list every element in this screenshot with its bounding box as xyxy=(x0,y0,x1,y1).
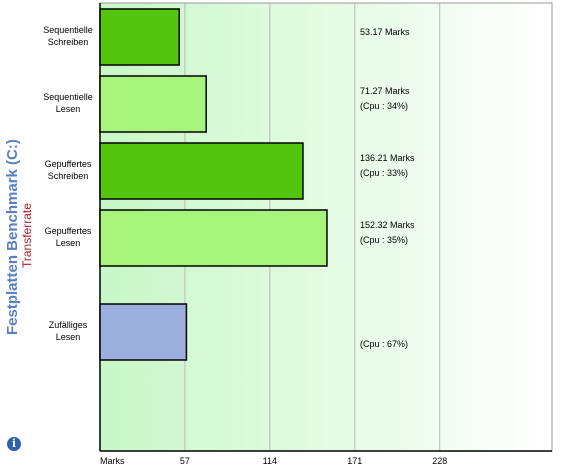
value-label: 136.21 Marks (Cpu : 33%) xyxy=(360,153,415,178)
x-tick-label: 228 xyxy=(432,456,447,466)
x-tick-label: 57 xyxy=(180,456,190,466)
bar xyxy=(99,75,207,133)
category-label: Gepuffertes Schreiben xyxy=(45,159,92,181)
category-labels: Sequentielle Schreiben Sequentielle Lesen Ge… xyxy=(43,25,93,342)
category-label: Zufälliges Lesen xyxy=(49,320,88,342)
value-label: 71.27 Marks (Cpu : 34%) xyxy=(360,86,410,111)
value-label: 152.32 Marks (Cpu : 35%) xyxy=(360,220,415,245)
bar xyxy=(99,303,188,361)
x-tick-label: 171 xyxy=(347,456,362,466)
x-axis-unit-label: Marks xyxy=(100,456,125,466)
value-label: (Cpu : 67%) xyxy=(360,339,408,349)
info-icon[interactable]: i xyxy=(7,437,21,451)
bar xyxy=(99,209,328,267)
x-tick-label: 114 xyxy=(263,456,277,466)
bars xyxy=(99,8,328,361)
chart-subtitle: Transferrate xyxy=(20,203,34,268)
bar xyxy=(99,142,304,200)
chart-title: Festplatten Benchmark (C:) xyxy=(4,139,21,335)
value-labels: 53.17 Marks 71.27 Marks (Cpu : 34%) 136.21 … xyxy=(360,27,415,349)
x-tick-labels: Marks 57 114 171 228 xyxy=(100,456,447,466)
value-label: 53.17 Marks xyxy=(360,27,410,37)
category-label: Sequentielle Lesen xyxy=(43,92,93,114)
category-label: Gepuffertes Lesen xyxy=(45,226,92,248)
bar xyxy=(99,8,180,66)
category-label: Sequentielle Schreiben xyxy=(43,25,93,47)
